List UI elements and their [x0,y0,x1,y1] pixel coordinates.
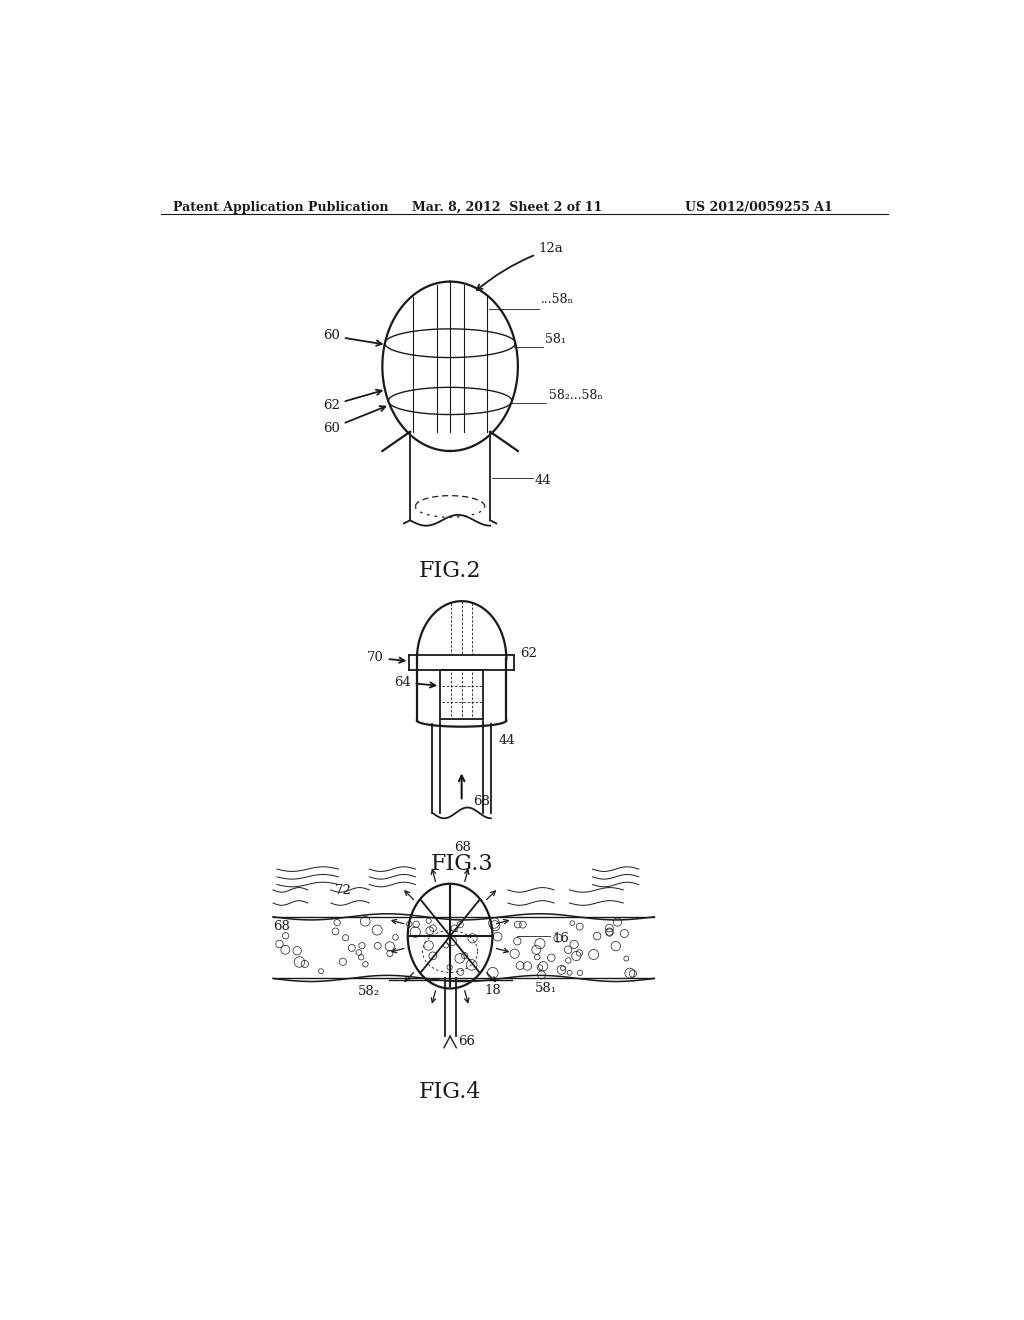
Text: 68: 68 [454,841,471,854]
Text: 62: 62 [323,389,382,412]
Text: 64: 64 [394,676,435,689]
Text: 60: 60 [323,330,382,346]
Text: FIG.3: FIG.3 [430,853,493,875]
Text: 72: 72 [335,884,351,896]
Text: 12a: 12a [477,243,563,290]
Text: 68: 68 [273,920,290,933]
Text: 58₁: 58₁ [535,982,557,995]
Text: 44: 44 [535,474,552,487]
Text: 44: 44 [499,734,515,747]
Text: 70: 70 [367,651,404,664]
Text: 60: 60 [323,407,385,434]
Text: 66: 66 [458,1035,475,1048]
Text: 18: 18 [484,983,502,997]
Text: FIG.2: FIG.2 [419,561,481,582]
Text: 58₁: 58₁ [545,333,565,346]
Text: Patent Application Publication: Patent Application Publication [173,201,388,214]
Text: Mar. 8, 2012  Sheet 2 of 11: Mar. 8, 2012 Sheet 2 of 11 [412,201,602,214]
Text: 68: 68 [473,795,490,808]
Text: FIG.4: FIG.4 [419,1081,481,1104]
Text: US 2012/0059255 A1: US 2012/0059255 A1 [685,201,833,214]
Text: 16: 16 [553,932,569,945]
Text: 58₂: 58₂ [357,986,380,998]
Text: ...58ₙ: ...58ₙ [541,293,574,306]
Text: 62: 62 [520,647,537,660]
Text: 58₂...58ₙ: 58₂...58ₙ [549,389,602,403]
